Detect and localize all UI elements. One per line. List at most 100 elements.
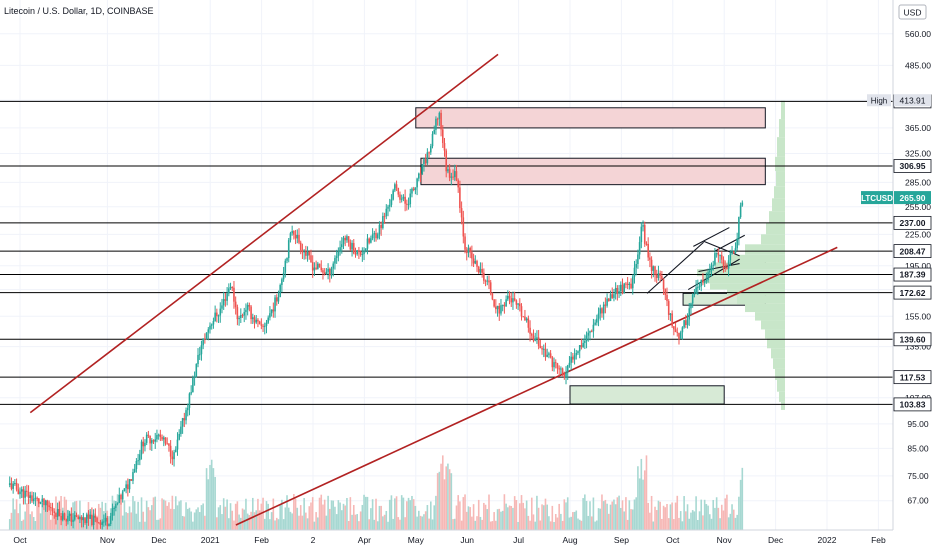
price-tick-label: 95.00: [907, 419, 929, 429]
volume-bar: [334, 506, 336, 530]
volume-bar: [371, 499, 374, 530]
candle-body: [457, 180, 459, 188]
candle-body: [573, 355, 576, 360]
candle-body: [263, 325, 266, 327]
volume-bar: [418, 510, 420, 530]
candle-body: [541, 348, 543, 350]
candle-body: [147, 434, 150, 436]
candle-body: [85, 514, 88, 523]
volume-bar: [135, 513, 138, 530]
symbol-label-text: LTCUSD: [861, 194, 893, 203]
price-tick-label: 225.00: [905, 229, 931, 239]
candle-body: [640, 226, 643, 243]
candle-body: [183, 418, 186, 421]
candle-body: [515, 300, 518, 305]
currency-button[interactable]: USD: [898, 4, 927, 20]
candle-body: [344, 237, 347, 241]
candle-body: [423, 159, 425, 165]
candle-body: [371, 234, 374, 239]
volume-bar: [460, 520, 463, 530]
volume-bar: [530, 497, 533, 530]
time-tick-label: 2022: [818, 535, 837, 545]
volume-bar: [174, 496, 177, 530]
currency-label: USD: [904, 8, 922, 18]
candle-body: [169, 445, 172, 457]
price-level-tag: 103.83: [893, 397, 932, 412]
volume-bar: [366, 496, 369, 530]
volume-bar: [459, 501, 461, 530]
candle-body: [322, 270, 324, 273]
volume-bar: [673, 519, 675, 530]
volume-bar: [260, 503, 263, 530]
volume-bar: [469, 507, 471, 530]
volume-bar: [474, 520, 477, 530]
volume-profile-bin: [777, 137, 785, 157]
candle-body: [726, 267, 728, 269]
candle-body: [599, 308, 602, 314]
candle-body: [202, 338, 204, 346]
volume-profile-bin: [777, 380, 785, 392]
candle-body: [679, 332, 682, 339]
volume-bar: [19, 503, 21, 530]
candle-body: [366, 238, 369, 249]
candle-body: [584, 341, 586, 343]
candle-body: [697, 287, 699, 289]
candle-body: [554, 362, 557, 364]
candle-body: [94, 515, 97, 518]
price-axis[interactable]: 560.00 485.00 413.91 365.00 325.00 285.00 255.…: [892, 0, 932, 530]
candle-body: [602, 304, 605, 314]
candle-body: [198, 354, 201, 356]
volume-bar: [248, 515, 251, 530]
time-tick-label: Oct: [13, 535, 27, 545]
candle-body: [474, 261, 477, 264]
volume-bar: [731, 504, 733, 530]
volume-bar: [438, 471, 441, 530]
volume-bar: [503, 494, 506, 530]
volume-bar: [720, 504, 723, 530]
candle-body: [123, 488, 126, 492]
candle-body: [265, 322, 268, 326]
candle-body: [631, 276, 634, 289]
candle-body: [703, 281, 706, 283]
candle-body: [301, 249, 304, 253]
candle-body: [476, 261, 478, 267]
time-tick-label: Nov: [717, 535, 733, 545]
volume-bar: [370, 508, 372, 530]
candle-body: [127, 484, 129, 490]
candle-body: [161, 437, 163, 440]
candle-body: [145, 434, 148, 443]
volume-bar: [342, 503, 345, 530]
candle-body: [525, 318, 528, 321]
volume-bar: [51, 514, 54, 530]
candle-body: [609, 294, 612, 302]
candle-body: [43, 498, 45, 506]
candle-body: [130, 479, 133, 481]
volume-bar: [397, 517, 400, 530]
time-axis[interactable]: Oct Nov Dec 2021 Feb 2 Apr May Jun Jul Aug Sep Oct No…: [0, 529, 893, 550]
volume-bar: [306, 518, 309, 530]
volume-bar: [698, 511, 701, 530]
time-tick-label: Jun: [460, 535, 474, 545]
volume-bar: [139, 521, 141, 530]
candle-body: [580, 345, 583, 348]
price-level-tag-label: 139.60: [900, 334, 926, 344]
volume-bar: [493, 512, 495, 530]
candle-body: [216, 312, 218, 317]
candle-body: [204, 338, 206, 340]
volume-bar: [702, 515, 704, 530]
volume-bar: [450, 473, 453, 530]
volume-bar: [734, 517, 737, 530]
candle-body: [510, 298, 513, 303]
high-label-text: High: [871, 96, 887, 105]
candle-body: [604, 304, 607, 306]
candle-body: [19, 491, 21, 495]
candle-body: [222, 299, 225, 306]
candle-body: [611, 294, 614, 298]
volume-bar: [544, 498, 547, 530]
candle-body: [219, 308, 222, 316]
volume-bar: [368, 519, 370, 530]
volume-bar: [382, 516, 384, 530]
price-level-tag-label: 306.95: [900, 161, 926, 171]
